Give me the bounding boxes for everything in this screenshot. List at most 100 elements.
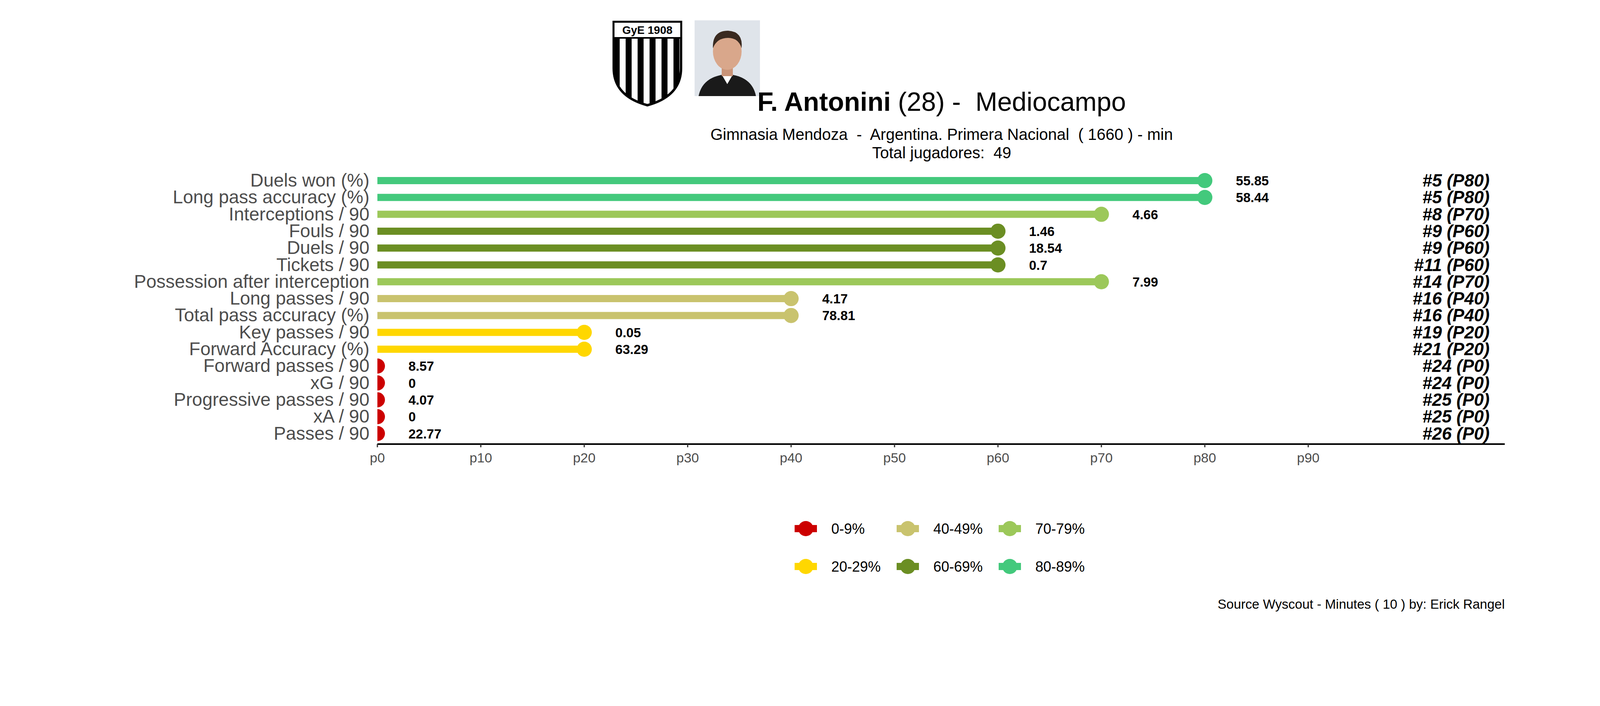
x-tick-label: p70 bbox=[1089, 449, 1113, 466]
photo-hair bbox=[712, 30, 742, 49]
stat-label: 0 bbox=[408, 409, 416, 425]
stat-label: 22.77 bbox=[408, 426, 442, 442]
dot bbox=[783, 290, 799, 307]
dot bbox=[377, 408, 385, 425]
stat-label: 0 bbox=[408, 375, 416, 391]
x-tick-label: p60 bbox=[986, 449, 1010, 466]
bar bbox=[377, 227, 998, 235]
stat-label: 1.46 bbox=[1028, 223, 1055, 239]
badge-text: GyE 1908 bbox=[622, 23, 673, 37]
player-photo bbox=[694, 20, 760, 97]
chart: GyE 1908 F. Antonini(28) - Mediocampo Gimn… bbox=[0, 0, 1600, 706]
caption: Source Wyscout - Minutes ( 10 ) by: Eric… bbox=[1217, 596, 1505, 612]
dot bbox=[990, 223, 1006, 239]
stat-label: 78.81 bbox=[822, 308, 856, 323]
bar bbox=[377, 210, 1102, 218]
stat-label: 4.17 bbox=[822, 291, 848, 307]
legend-key bbox=[1002, 558, 1018, 574]
bar bbox=[377, 278, 1102, 286]
stat-label: 0.7 bbox=[1028, 257, 1048, 273]
dot bbox=[990, 257, 1006, 273]
badge-stripe bbox=[637, 37, 644, 110]
photo-shirt bbox=[698, 74, 756, 97]
legend-key bbox=[798, 558, 814, 574]
legend-key bbox=[1002, 520, 1018, 536]
dot bbox=[576, 324, 592, 340]
badge-stripe bbox=[661, 37, 668, 110]
badge-stripe bbox=[649, 37, 656, 110]
x-tick bbox=[1204, 443, 1206, 448]
bar bbox=[377, 345, 585, 353]
title-detail: (28) - Mediocampo bbox=[897, 86, 1126, 117]
x-tick-label: p10 bbox=[469, 449, 493, 466]
x-tick-label: p90 bbox=[1297, 449, 1320, 466]
legend-label: 20-29% bbox=[831, 558, 881, 575]
dot bbox=[1093, 274, 1110, 290]
dot bbox=[377, 358, 385, 374]
rank-label: #26 (P0) bbox=[1422, 423, 1490, 444]
x-tick bbox=[687, 443, 689, 448]
badge-stripe bbox=[673, 37, 680, 110]
dot bbox=[377, 375, 385, 391]
badge-stripe bbox=[613, 37, 620, 110]
bar bbox=[377, 294, 792, 303]
category-label: Passes / 90 bbox=[273, 422, 370, 444]
stat-label: 8.57 bbox=[408, 358, 434, 374]
marks bbox=[377, 172, 1213, 442]
x-tick bbox=[376, 443, 379, 448]
badge-stripe bbox=[625, 37, 632, 110]
legend-label: 70-79% bbox=[1035, 520, 1085, 537]
x-tick bbox=[583, 443, 586, 448]
x-tick-label: p0 bbox=[369, 449, 385, 466]
x-tick bbox=[1100, 443, 1102, 448]
legend-key bbox=[798, 520, 814, 536]
stat-label: 0.05 bbox=[615, 325, 641, 340]
legend-key bbox=[900, 520, 916, 536]
legend-label: 60-69% bbox=[933, 558, 983, 575]
bar bbox=[377, 261, 998, 269]
legend-key bbox=[900, 558, 916, 574]
x-axis bbox=[377, 443, 1505, 445]
title-name: F. Antonini bbox=[757, 86, 891, 117]
stat-label: 4.07 bbox=[408, 392, 434, 408]
legend-label: 80-89% bbox=[1035, 558, 1085, 575]
legend: 0-9% 20-29% 40-49% 60-69% 70-79% 80-89% bbox=[794, 520, 1085, 575]
badge-outline bbox=[613, 21, 682, 106]
dot bbox=[1197, 172, 1213, 189]
dot bbox=[576, 341, 592, 357]
dot bbox=[377, 426, 385, 442]
x-tick bbox=[997, 443, 999, 448]
x-tick-label: p30 bbox=[676, 449, 699, 466]
x-tick bbox=[480, 443, 482, 448]
title: F. Antonini(28) - Mediocampo bbox=[757, 86, 1126, 117]
dot bbox=[783, 307, 799, 323]
subtitle: Gimnasia Mendoza - Argentina. Primera Na… bbox=[710, 125, 1174, 144]
x-tick-label: p20 bbox=[573, 449, 596, 466]
dot bbox=[1197, 189, 1213, 205]
stat-label: 18.54 bbox=[1028, 240, 1063, 256]
x-tick-label: p40 bbox=[779, 449, 803, 466]
bar bbox=[377, 193, 1205, 201]
stat-label: 7.99 bbox=[1132, 274, 1159, 290]
badge-stripes bbox=[613, 37, 680, 110]
bar bbox=[377, 176, 1205, 185]
stat-label: 55.85 bbox=[1235, 173, 1269, 189]
stat-label: 63.29 bbox=[615, 341, 649, 357]
photo-bg bbox=[694, 20, 760, 97]
dot bbox=[990, 240, 1006, 256]
x-tick bbox=[893, 443, 896, 448]
x-tick bbox=[1307, 443, 1309, 448]
legend-label: 40-49% bbox=[933, 520, 983, 537]
bar bbox=[377, 311, 792, 319]
x-tick-label: p50 bbox=[883, 449, 906, 466]
dot bbox=[1093, 206, 1110, 222]
bar bbox=[377, 328, 585, 336]
stat-label: 4.66 bbox=[1132, 207, 1159, 222]
x-tick bbox=[790, 443, 792, 448]
stat-label: 58.44 bbox=[1235, 190, 1269, 205]
x-tick-label: p80 bbox=[1193, 449, 1217, 466]
bar bbox=[377, 244, 998, 252]
subtitle: Total jugadores: 49 bbox=[871, 143, 1012, 162]
legend-label: 0-9% bbox=[831, 520, 865, 537]
dot bbox=[377, 392, 385, 408]
